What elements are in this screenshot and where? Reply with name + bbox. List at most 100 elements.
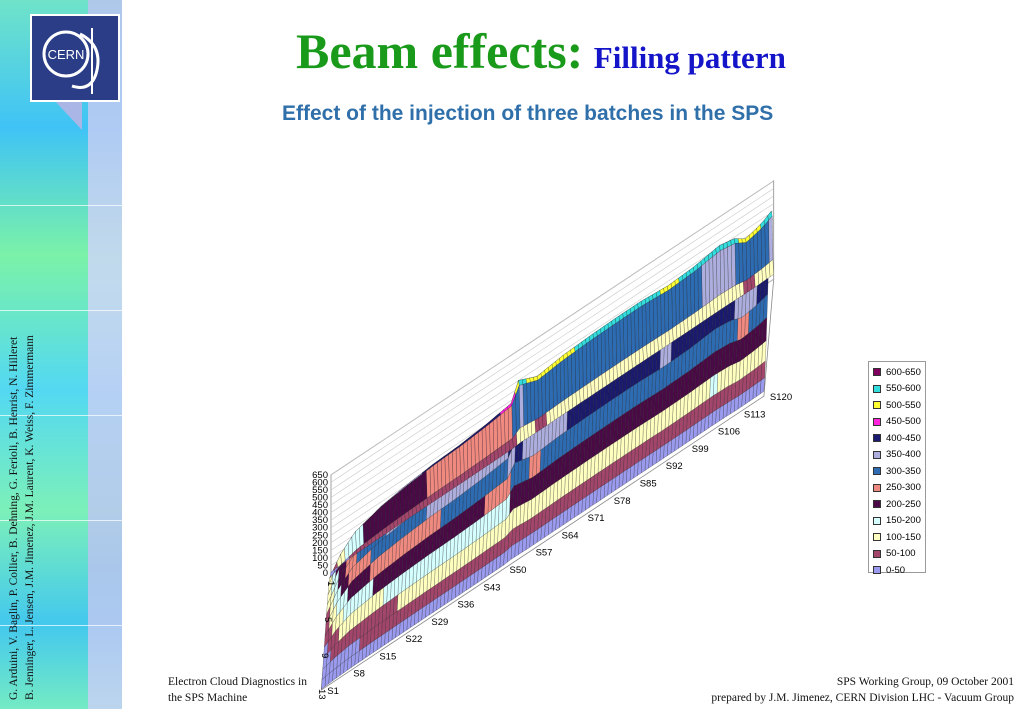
legend-item: 500-550 xyxy=(873,397,925,414)
legend-item: 450-500 xyxy=(873,414,925,431)
series-tick-label: S36 xyxy=(457,600,474,611)
footer-right: SPS Working Group, 09 October 2001 prepa… xyxy=(711,674,1014,706)
legend-item: 400-450 xyxy=(873,430,925,447)
series-tick-label: S1 xyxy=(327,686,339,697)
z-gridline xyxy=(330,210,774,506)
legend-swatch xyxy=(873,566,881,575)
cern-logo-icon: CERN xyxy=(42,28,100,94)
series-tick-label: S43 xyxy=(483,582,500,593)
legend-label: 450-500 xyxy=(886,416,921,428)
legend-swatch xyxy=(873,450,881,459)
legend-swatch xyxy=(873,401,881,410)
legend-label: 550-600 xyxy=(886,383,921,395)
legend-swatch xyxy=(873,467,881,476)
legend-label: 250-300 xyxy=(886,482,921,494)
legend-label: 400-450 xyxy=(886,432,921,444)
legend-swatch xyxy=(873,368,881,377)
footer-left-line2: the SPS Machine xyxy=(168,692,248,704)
legend-label: 100-150 xyxy=(886,531,921,543)
z-tick-label: 300 xyxy=(312,523,328,534)
footer-left-line1: Electron Cloud Diagnostics in xyxy=(168,676,307,688)
strip-stripe xyxy=(88,0,122,709)
chart-legend: 600-650 550-600 500-550 450-500 400-450 350-4… xyxy=(868,361,926,576)
legend-item: 50-100 xyxy=(873,546,925,563)
legend-swatch xyxy=(873,500,881,509)
z-tick-label: 0 xyxy=(323,568,328,579)
z-gridline xyxy=(330,203,774,498)
x-tick-label: 13 xyxy=(316,689,327,700)
z-tick-label: 650 xyxy=(312,470,328,481)
cern-logo: CERN xyxy=(30,14,120,102)
z-tick-label: 250 xyxy=(312,530,328,541)
legend-label: 200-250 xyxy=(886,498,921,510)
z-tick-label: 350 xyxy=(312,515,328,526)
legend-item: 600-650 xyxy=(873,364,925,381)
legend-swatch xyxy=(873,434,881,443)
footer-right-line2: prepared by J.M. Jimenez, CERN Division … xyxy=(711,692,1014,704)
legend-swatch xyxy=(873,483,881,492)
legend-swatch xyxy=(873,417,881,426)
series-tick-label: S50 xyxy=(510,565,527,576)
z-tick-label: 100 xyxy=(312,553,328,564)
legend-item: 300-350 xyxy=(873,463,925,480)
slide-subtitle: Effect of the injection of three batches… xyxy=(282,102,774,125)
legend-label: 600-650 xyxy=(886,366,921,378)
legend-label: 350-400 xyxy=(886,449,921,461)
series-tick-label: S22 xyxy=(405,634,422,645)
legend-item: 200-250 xyxy=(873,496,925,513)
strip-divider xyxy=(0,310,122,311)
z-gridline xyxy=(330,180,774,476)
z-tick-label: 50 xyxy=(317,560,328,571)
legend-label: 50-100 xyxy=(886,548,916,560)
z-tick-label: 600 xyxy=(312,477,328,488)
legend-swatch xyxy=(873,384,881,393)
legend-item: 250-300 xyxy=(873,480,925,497)
z-tick-label: 450 xyxy=(312,500,328,511)
series-tick-label: S15 xyxy=(379,651,396,662)
strip-divider xyxy=(0,520,122,521)
title-sub: Filling pattern xyxy=(593,40,786,75)
series-tick-label: S71 xyxy=(588,513,605,524)
series-tick-label: S57 xyxy=(536,548,553,559)
series-tick-label: S64 xyxy=(562,530,579,541)
logo-pointer xyxy=(54,100,82,130)
x-tick-label: 9 xyxy=(319,653,330,658)
z-gridline xyxy=(330,188,774,483)
legend-item: 150-200 xyxy=(873,513,925,530)
x-tick-label: 5 xyxy=(322,617,333,622)
z-tick-label: 400 xyxy=(312,508,328,519)
z-tick-label: 550 xyxy=(312,485,328,496)
strip-divider xyxy=(0,625,122,626)
z-tick-label: 500 xyxy=(312,493,328,504)
slide-title: Beam effects: Filling pattern xyxy=(296,22,786,80)
footer-left: Electron Cloud Diagnostics in the SPS Ma… xyxy=(168,674,307,706)
legend-item: 550-600 xyxy=(873,381,925,398)
legend-label: 300-350 xyxy=(886,465,921,477)
series-tick-label: S85 xyxy=(640,479,657,490)
footer-right-line1: SPS Working Group, 09 October 2001 xyxy=(836,676,1014,688)
legend-label: 500-550 xyxy=(886,399,921,411)
series-tick-label: S113 xyxy=(744,409,765,420)
legend-swatch xyxy=(873,516,881,525)
z-tick-label: 150 xyxy=(312,545,328,556)
legend-swatch xyxy=(873,533,881,542)
title-main: Beam effects: xyxy=(296,23,584,79)
legend-swatch xyxy=(873,549,881,558)
strip-divider xyxy=(0,415,122,416)
legend-item: 350-400 xyxy=(873,447,925,464)
series-tick-label: S29 xyxy=(431,617,448,628)
legend-item: 100-150 xyxy=(873,529,925,546)
series-tick-label: S8 xyxy=(353,669,365,680)
svg-text:CERN: CERN xyxy=(48,47,85,62)
strip-divider xyxy=(0,205,122,206)
z-tick-label: 200 xyxy=(312,538,328,549)
series-tick-label: S120 xyxy=(770,392,792,403)
series-tick-label: S78 xyxy=(614,496,631,507)
surface-patch xyxy=(330,569,335,578)
series-tick-label: S92 xyxy=(666,461,683,472)
z-gridline xyxy=(330,195,774,491)
series-tick-label: S99 xyxy=(692,444,709,455)
legend-label: 150-200 xyxy=(886,515,921,527)
legend-label: 0-50 xyxy=(886,564,906,576)
